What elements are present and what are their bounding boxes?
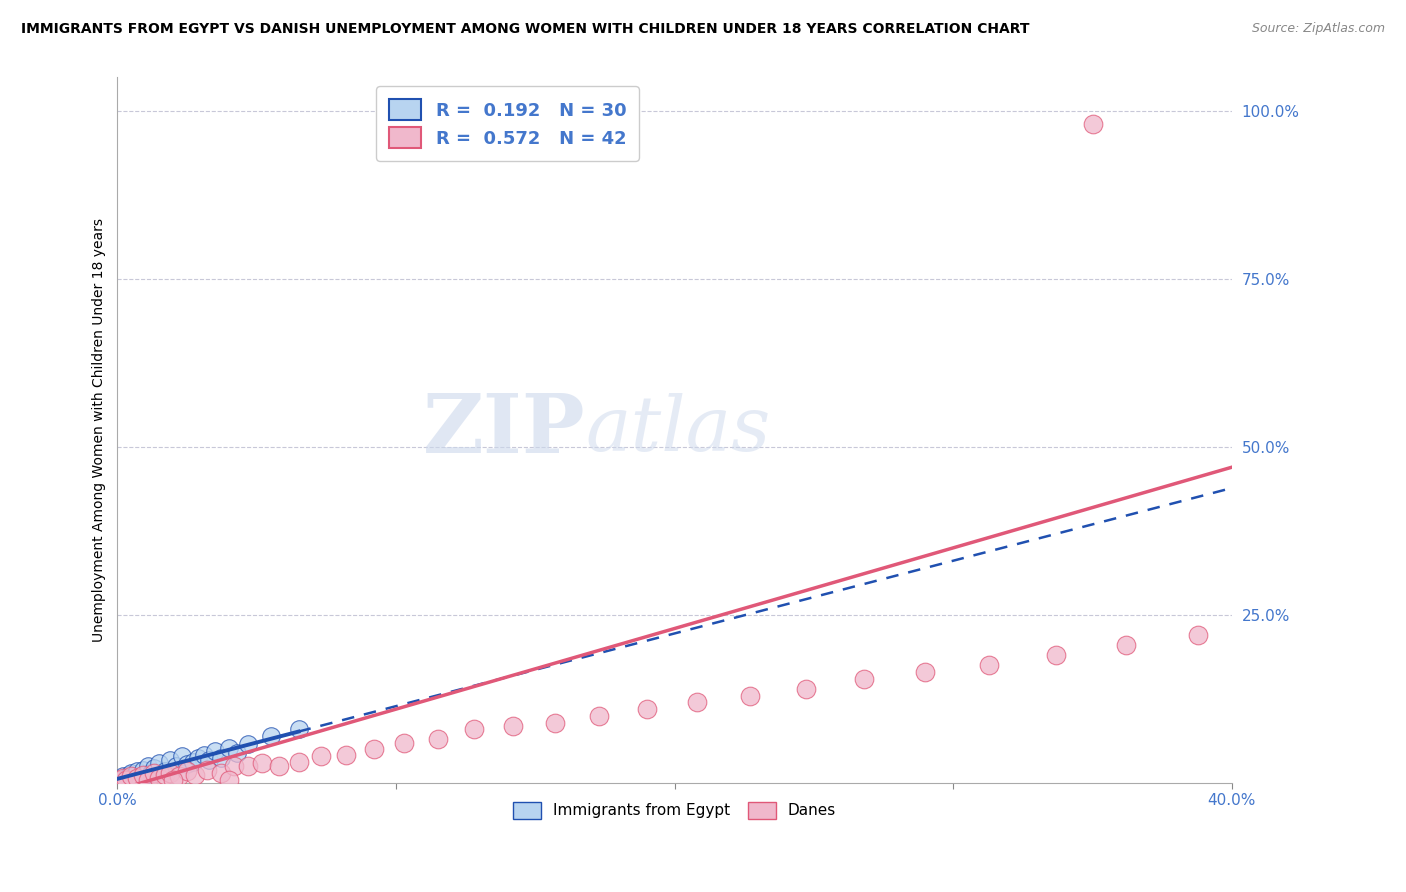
Point <box>111 771 134 785</box>
Point <box>1045 648 1067 663</box>
Point <box>238 737 260 751</box>
Point <box>794 681 817 696</box>
Point <box>636 702 658 716</box>
Point <box>187 750 209 764</box>
Point <box>198 752 221 766</box>
Point <box>159 752 181 766</box>
Point <box>110 772 132 787</box>
Point <box>181 755 204 769</box>
Point <box>426 732 449 747</box>
Point <box>148 771 170 785</box>
Point <box>162 772 184 787</box>
Point <box>148 756 170 770</box>
Point <box>139 766 162 780</box>
Point <box>136 759 159 773</box>
Point <box>176 764 198 778</box>
Point <box>260 729 283 743</box>
Legend: Immigrants from Egypt, Danes: Immigrants from Egypt, Danes <box>508 796 842 825</box>
Point <box>853 672 876 686</box>
Point <box>193 747 215 762</box>
Point <box>117 768 139 782</box>
Point <box>686 695 709 709</box>
Point <box>267 759 290 773</box>
Point <box>142 766 165 780</box>
Point <box>544 715 567 730</box>
Y-axis label: Unemployment Among Women with Children Under 18 years: Unemployment Among Women with Children U… <box>93 219 107 642</box>
Point <box>120 769 142 783</box>
Point <box>176 757 198 772</box>
Point <box>502 719 524 733</box>
Point <box>184 768 207 782</box>
Point <box>226 746 249 760</box>
Text: atlas: atlas <box>585 393 770 467</box>
Point <box>1115 638 1137 652</box>
Point <box>142 761 165 775</box>
Point <box>335 747 357 762</box>
Point <box>110 772 132 787</box>
Point <box>238 759 260 773</box>
Point <box>218 741 240 756</box>
Point <box>1081 118 1104 132</box>
Point <box>463 723 485 737</box>
Point <box>218 772 240 787</box>
Point <box>979 658 1001 673</box>
Point <box>167 769 190 783</box>
Point <box>114 771 136 785</box>
Point <box>159 766 181 780</box>
Point <box>309 749 332 764</box>
Point <box>134 768 156 782</box>
Point <box>122 769 145 783</box>
Point <box>120 766 142 780</box>
Point <box>165 759 187 773</box>
Point <box>125 771 148 785</box>
Point <box>363 742 385 756</box>
Point <box>209 766 232 780</box>
Point <box>914 665 936 680</box>
Point <box>136 772 159 787</box>
Text: IMMIGRANTS FROM EGYPT VS DANISH UNEMPLOYMENT AMONG WOMEN WITH CHILDREN UNDER 18 : IMMIGRANTS FROM EGYPT VS DANISH UNEMPLOY… <box>21 22 1029 37</box>
Text: Source: ZipAtlas.com: Source: ZipAtlas.com <box>1251 22 1385 36</box>
Point <box>195 763 218 777</box>
Point <box>1187 628 1209 642</box>
Point <box>204 744 226 758</box>
Point <box>153 768 176 782</box>
Point <box>287 755 309 769</box>
Point <box>125 764 148 778</box>
Point <box>738 689 761 703</box>
Point <box>131 763 153 777</box>
Text: ZIP: ZIP <box>423 390 585 470</box>
Point <box>252 756 274 770</box>
Point <box>153 764 176 778</box>
Point <box>128 771 150 785</box>
Point <box>170 749 193 764</box>
Point <box>209 750 232 764</box>
Point <box>111 769 134 783</box>
Point <box>114 772 136 787</box>
Point <box>394 736 416 750</box>
Point <box>287 723 309 737</box>
Point <box>224 759 246 773</box>
Point <box>588 709 610 723</box>
Point <box>131 768 153 782</box>
